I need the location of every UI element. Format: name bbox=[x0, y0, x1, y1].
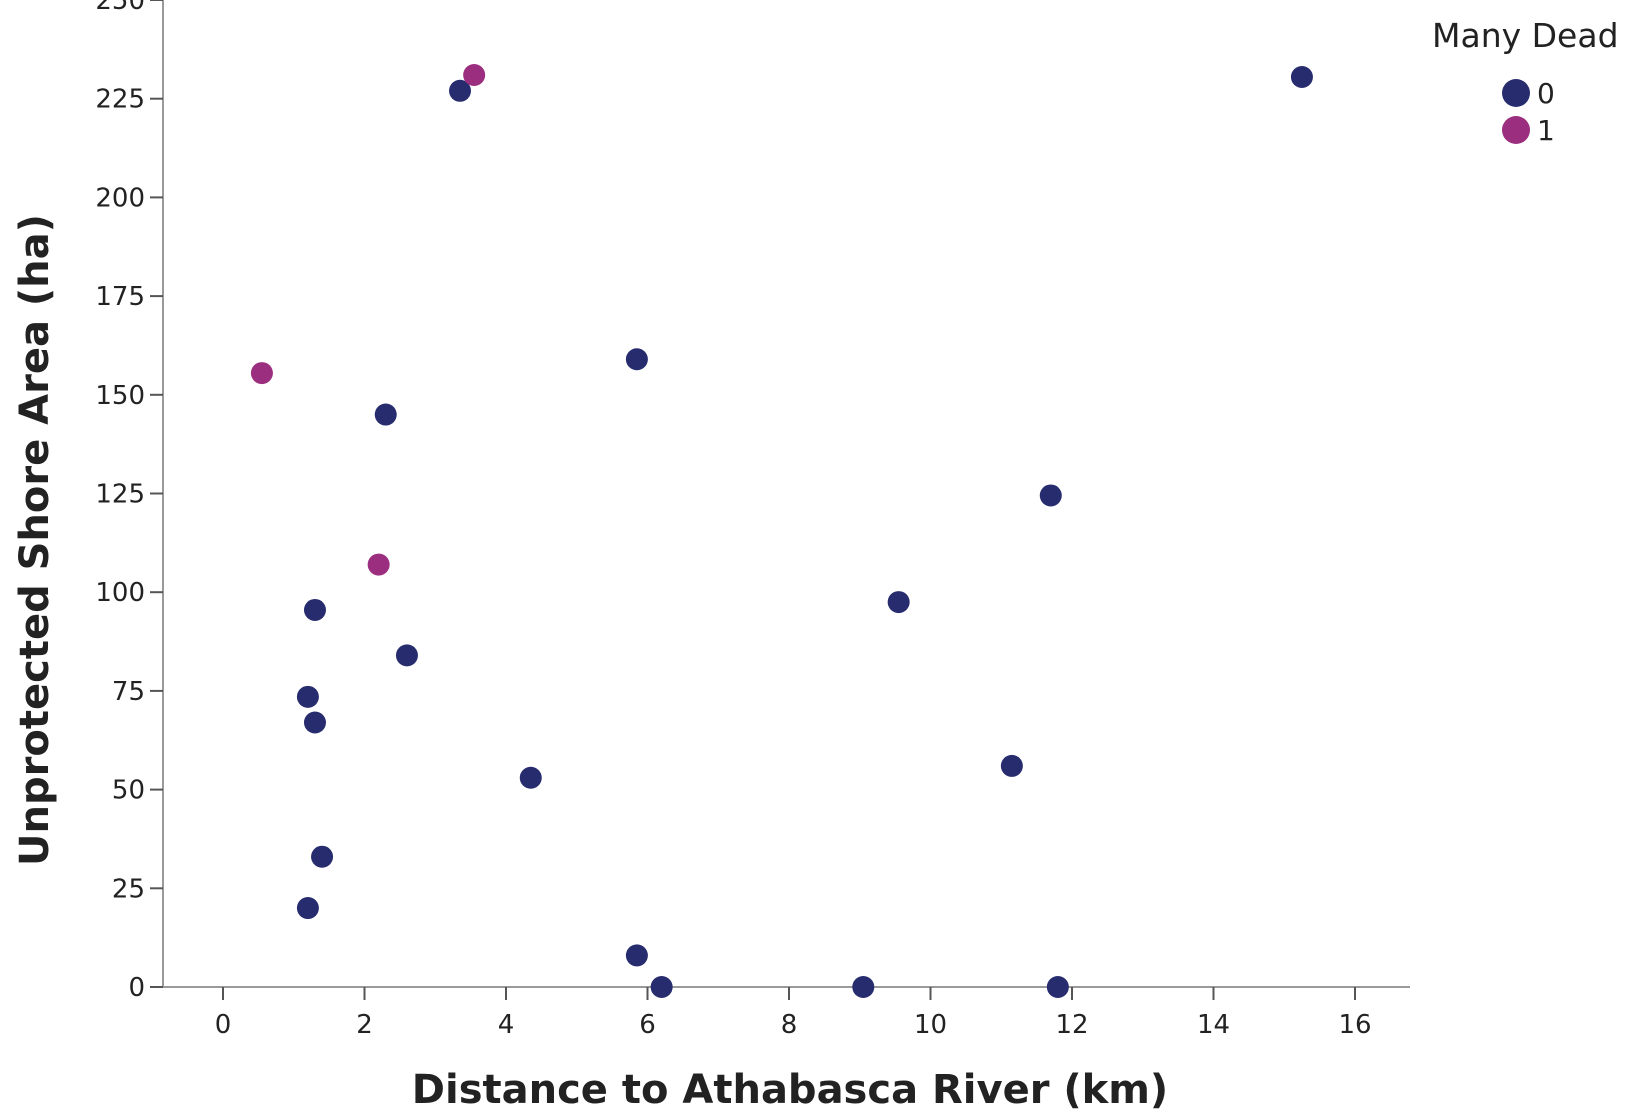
y-tick-label: 125 bbox=[95, 480, 145, 510]
data-point-series-0 bbox=[1046, 976, 1069, 998]
data-point-series-0 bbox=[519, 766, 542, 789]
data-point-series-0 bbox=[311, 845, 334, 868]
x-tick-label: 12 bbox=[1055, 1010, 1088, 1040]
legend-title: Many Dead bbox=[1432, 16, 1619, 55]
y-axis-title: Unprotected Shore Area (ha) bbox=[12, 214, 58, 866]
data-point-series-0 bbox=[650, 976, 673, 998]
legend: Many Dead 0 1 bbox=[1432, 16, 1619, 147]
x-tick-label: 14 bbox=[1197, 1010, 1230, 1040]
data-point-series-1 bbox=[463, 64, 486, 87]
y-tick-label: 100 bbox=[95, 578, 145, 608]
x-axis-title: Distance to Athabasca River (km) bbox=[412, 1067, 1168, 1110]
x-tick-label: 16 bbox=[1338, 1010, 1371, 1040]
data-point-series-0 bbox=[1290, 65, 1313, 88]
x-tick-label: 10 bbox=[914, 1010, 947, 1040]
y-tick-label: 200 bbox=[95, 183, 145, 213]
legend-label-1: 1 bbox=[1537, 114, 1555, 147]
legend-label-0: 0 bbox=[1537, 77, 1555, 110]
data-point-series-0 bbox=[303, 598, 326, 621]
legend-swatch-0 bbox=[1502, 79, 1530, 107]
y-tick-label: 50 bbox=[112, 776, 145, 806]
y-tick-label: 75 bbox=[112, 677, 145, 707]
data-point-series-0 bbox=[625, 944, 648, 967]
data-point-series-1 bbox=[250, 362, 273, 385]
data-point-series-0 bbox=[887, 591, 910, 614]
data-point-series-1 bbox=[367, 553, 390, 576]
data-point-series-0 bbox=[1000, 754, 1023, 777]
data-point-series-0 bbox=[449, 79, 472, 102]
y-tick-label: 225 bbox=[95, 85, 145, 115]
data-point-series-0 bbox=[296, 897, 319, 920]
data-point-series-0 bbox=[303, 711, 326, 734]
y-tick-label: 250 bbox=[95, 0, 145, 16]
y-tick-label: 175 bbox=[95, 282, 145, 312]
data-point-series-0 bbox=[852, 976, 875, 998]
x-tick-label: 2 bbox=[356, 1010, 373, 1040]
y-tick-label: 0 bbox=[128, 973, 145, 1003]
data-point-series-0 bbox=[395, 644, 418, 667]
x-axis: 0 2 4 6 8 10 12 14 16 bbox=[163, 986, 1410, 1040]
y-axis: 0 25 50 75 100 125 150 175 200 225 250 bbox=[95, 0, 164, 1003]
data-point-series-0 bbox=[296, 685, 319, 708]
y-tick-label: 150 bbox=[95, 381, 145, 411]
x-tick-label: 6 bbox=[639, 1010, 656, 1040]
data-points bbox=[250, 64, 1313, 998]
x-tick-label: 0 bbox=[215, 1010, 232, 1040]
y-tick-label: 25 bbox=[112, 874, 145, 904]
data-point-series-0 bbox=[1039, 484, 1062, 507]
x-tick-label: 4 bbox=[498, 1010, 515, 1040]
x-tick-label: 8 bbox=[781, 1010, 798, 1040]
legend-swatch-1 bbox=[1502, 116, 1530, 144]
data-point-series-0 bbox=[374, 403, 397, 426]
data-point-series-0 bbox=[625, 348, 648, 371]
